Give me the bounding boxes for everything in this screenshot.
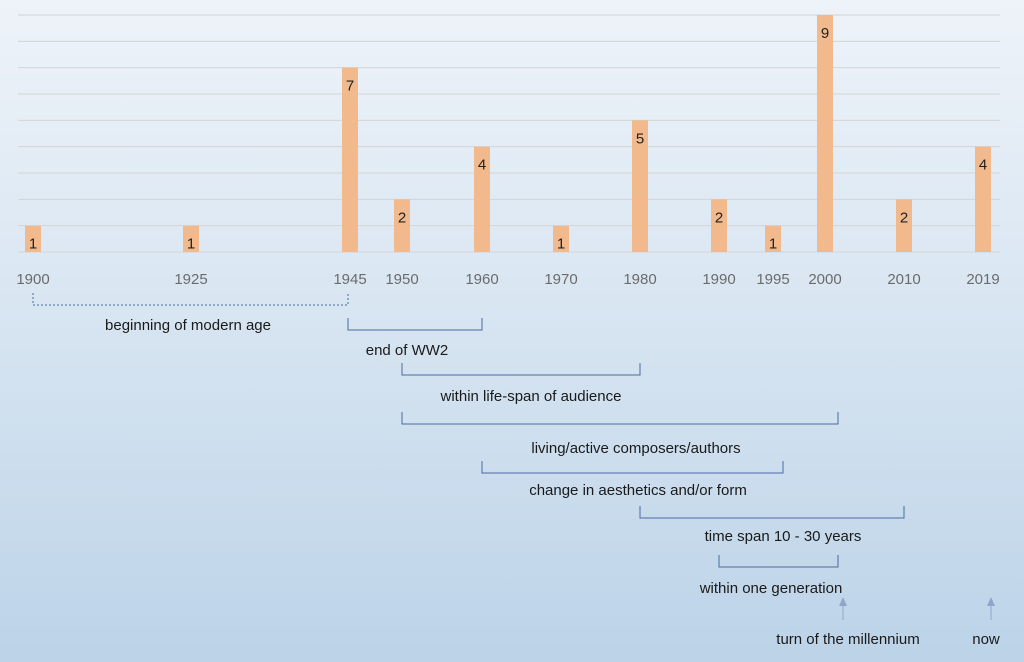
value-label-2010: 2 (900, 209, 908, 226)
x-tick-1950: 1950 (385, 271, 418, 288)
marker-arrowhead-0 (839, 597, 847, 606)
x-tick-2019: 2019 (966, 271, 999, 288)
bracket-label-5: time span 10 - 30 years (705, 528, 862, 545)
bar-1970 (553, 225, 569, 252)
value-label-1970: 1 (557, 236, 565, 253)
x-tick-1925: 1925 (174, 271, 207, 288)
bar-2010 (896, 199, 912, 252)
bar-1960 (474, 146, 490, 252)
bar-1995 (765, 225, 781, 252)
x-tick-2000: 2000 (808, 271, 841, 288)
x-tick-1945: 1945 (333, 271, 366, 288)
markers: turn of the millennium now (776, 597, 1000, 648)
bracket-1 (347, 318, 483, 331)
value-label-2019: 4 (979, 157, 987, 174)
value-label-1950: 2 (398, 209, 406, 226)
value-label-2000: 9 (821, 25, 829, 42)
value-label-1960: 4 (478, 157, 486, 174)
value-label-1900: 1 (29, 236, 37, 253)
x-tick-1980: 1980 (623, 271, 656, 288)
x-tick-1960: 1960 (465, 271, 498, 288)
bracket-5 (639, 506, 905, 519)
marker-arrowhead-1 (987, 597, 995, 606)
value-label-1990: 2 (715, 209, 723, 226)
x-tick-1990: 1990 (702, 271, 735, 288)
bar-1980 (632, 120, 648, 252)
bracket-2 (401, 363, 641, 376)
gridlines (18, 14, 1000, 253)
value-label-1945: 7 (346, 78, 354, 95)
bracket-label-1: end of WW2 (366, 342, 449, 359)
bars (25, 15, 991, 253)
x-tick-1970: 1970 (544, 271, 577, 288)
bracket-4 (481, 461, 784, 474)
bracket-label-4: change in aesthetics and/or form (529, 482, 747, 499)
x-tick-labels: 1900 1925 1945 1950 1960 1970 1980 1990 1995 2000… (16, 271, 999, 288)
bracket-0 (32, 293, 349, 306)
marker-label-0: turn of the millennium (776, 631, 919, 648)
value-label-1995: 1 (769, 236, 777, 253)
bracket-6 (718, 555, 839, 568)
bar-1950 (394, 199, 410, 252)
x-tick-1995: 1995 (756, 271, 789, 288)
x-tick-2010: 2010 (887, 271, 920, 288)
bracket-label-3: living/active composers/authors (531, 440, 740, 457)
bracket-label-6: within one generation (699, 580, 843, 597)
bar-1900 (25, 225, 41, 252)
bar-1990 (711, 199, 727, 252)
bar-1925 (183, 225, 199, 252)
bracket-label-2: within life-span of audience (440, 388, 622, 405)
bracket-3 (401, 412, 839, 425)
bracket-label-0: beginning of modern age (105, 317, 271, 334)
value-labels: 1 1 7 2 4 1 5 2 1 9 2 4 (29, 25, 987, 253)
bar-1945 (342, 67, 358, 253)
bar-2019 (975, 146, 991, 252)
marker-label-1: now (972, 631, 1000, 648)
annotation-brackets: beginning of modern age end of WW2 within … (32, 293, 905, 597)
x-tick-1900: 1900 (16, 271, 49, 288)
value-label-1925: 1 (187, 236, 195, 253)
value-label-1980: 5 (636, 130, 644, 147)
bar-2000 (817, 15, 833, 252)
